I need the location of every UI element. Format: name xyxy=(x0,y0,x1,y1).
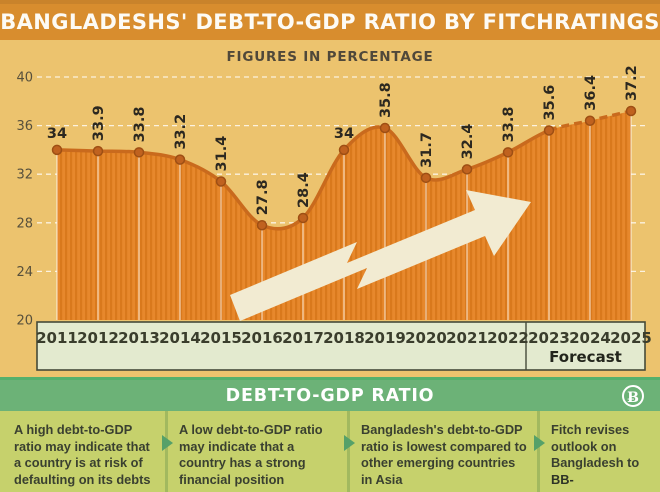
data-point-marker xyxy=(51,144,63,156)
value-label: 33.8 xyxy=(501,107,517,143)
year-label: 2018 xyxy=(323,329,365,347)
data-point-marker xyxy=(584,115,596,126)
chart-section: FIGURES IN PERCENTAGE 40 36 32 28 24 20 34 33.… xyxy=(0,40,660,377)
year-label: 2017 xyxy=(282,329,324,347)
card-text: Fitch revises outlook on Bangladesh to B… xyxy=(551,422,640,487)
value-label: 36.4 xyxy=(583,75,599,111)
year-label: 2021 xyxy=(446,329,488,347)
data-point-marker xyxy=(379,122,391,134)
x-axis-box xyxy=(36,321,646,371)
value-label: 33.9 xyxy=(91,105,107,141)
data-point-marker xyxy=(420,172,432,184)
forecast-label: Forecast xyxy=(549,348,622,366)
tbs-logo-icon: Ƀ xyxy=(622,384,644,407)
data-point-marker xyxy=(92,145,104,157)
footer-heading: DEBT-TO-GDP RATIO xyxy=(225,385,435,406)
year-label: 2012 xyxy=(77,329,119,347)
year-label: 2019 xyxy=(364,329,406,347)
data-point-marker xyxy=(338,144,350,156)
title-bar: BANGLADESHS' DEBT-TO-GDP RATIO BY FITCHR… xyxy=(0,0,660,40)
year-label: 2016 xyxy=(241,329,283,347)
data-point-marker xyxy=(543,125,555,136)
value-label: 35.6 xyxy=(542,85,558,121)
value-label: 33.2 xyxy=(173,114,189,150)
value-label: 32.4 xyxy=(460,124,476,160)
value-label: 27.8 xyxy=(255,179,271,215)
data-point-marker xyxy=(133,147,145,158)
card-divider xyxy=(534,411,545,492)
value-label: 31.4 xyxy=(214,136,230,172)
data-point-marker xyxy=(297,212,309,224)
debt-to-gdp-chart: 40 36 32 28 24 20 34 33.9 33.8 33.2 31.4 27.8 28.4 3… xyxy=(16,65,652,371)
growth-arrow-icon xyxy=(230,190,531,321)
data-point-marker xyxy=(502,147,514,158)
year-label: 2013 xyxy=(118,329,160,347)
year-label: 2011 xyxy=(36,329,78,347)
data-point-marker xyxy=(625,105,637,117)
info-card-low-ratio: A low debt-to-GDP ratio may indicate tha… xyxy=(165,411,347,492)
card-divider xyxy=(344,411,355,492)
year-label: 2014 xyxy=(159,329,201,347)
year-label: 2024 xyxy=(569,329,611,347)
info-card-high-ratio: A high debt-to-GDP ratio may indicate th… xyxy=(0,411,165,492)
y-axis-tick-label: 24 xyxy=(16,265,33,280)
data-point-marker xyxy=(174,154,186,165)
year-label: 2025 xyxy=(610,329,652,347)
data-point-marker xyxy=(256,219,268,231)
y-axis-tick-label: 28 xyxy=(16,216,33,231)
y-axis-tick-label: 20 xyxy=(16,314,33,329)
card-text: A low debt-to-GDP ratio may indicate tha… xyxy=(179,422,323,487)
card-text: A high debt-to-GDP ratio may indicate th… xyxy=(14,422,151,487)
y-axis-tick-label: 32 xyxy=(16,168,33,183)
chevron-right-icon xyxy=(534,435,545,451)
chevron-right-icon xyxy=(162,435,173,451)
page-title: BANGLADESHS' DEBT-TO-GDP RATIO BY FITCHR… xyxy=(0,10,660,34)
info-cards: A high debt-to-GDP ratio may indicate th… xyxy=(0,411,660,492)
chart-subtitle: FIGURES IN PERCENTAGE xyxy=(226,49,434,65)
value-label: 31.7 xyxy=(419,132,435,168)
info-card-comparison: Bangladesh's debt-to-GDP ratio is lowest… xyxy=(347,411,537,492)
data-point-marker xyxy=(215,176,227,187)
info-card-fitch-outlook: Fitch revises outlook on Bangladesh to B… xyxy=(537,411,660,492)
footer-heading-band: DEBT-TO-GDP RATIO Ƀ xyxy=(0,377,660,411)
value-label: 28.4 xyxy=(296,172,312,208)
value-label: 35.8 xyxy=(378,82,394,118)
card-text: Bangladesh's debt-to-GDP ratio is lowest… xyxy=(361,422,527,487)
year-label: 2022 xyxy=(487,329,529,347)
year-label: 2020 xyxy=(405,329,447,347)
rating-value: BB- xyxy=(551,471,574,487)
value-label: 33.8 xyxy=(132,107,148,143)
year-label: 2023 xyxy=(528,329,570,347)
chevron-right-icon xyxy=(344,435,355,451)
card-divider xyxy=(162,411,173,492)
value-label: 37.2 xyxy=(624,65,640,101)
value-label: 34 xyxy=(47,126,67,142)
y-axis-tick-label: 36 xyxy=(16,119,33,134)
value-label: 34 xyxy=(334,126,354,142)
data-point-marker xyxy=(461,164,473,175)
year-label: 2015 xyxy=(200,329,242,347)
y-axis-tick-label: 40 xyxy=(16,71,33,86)
